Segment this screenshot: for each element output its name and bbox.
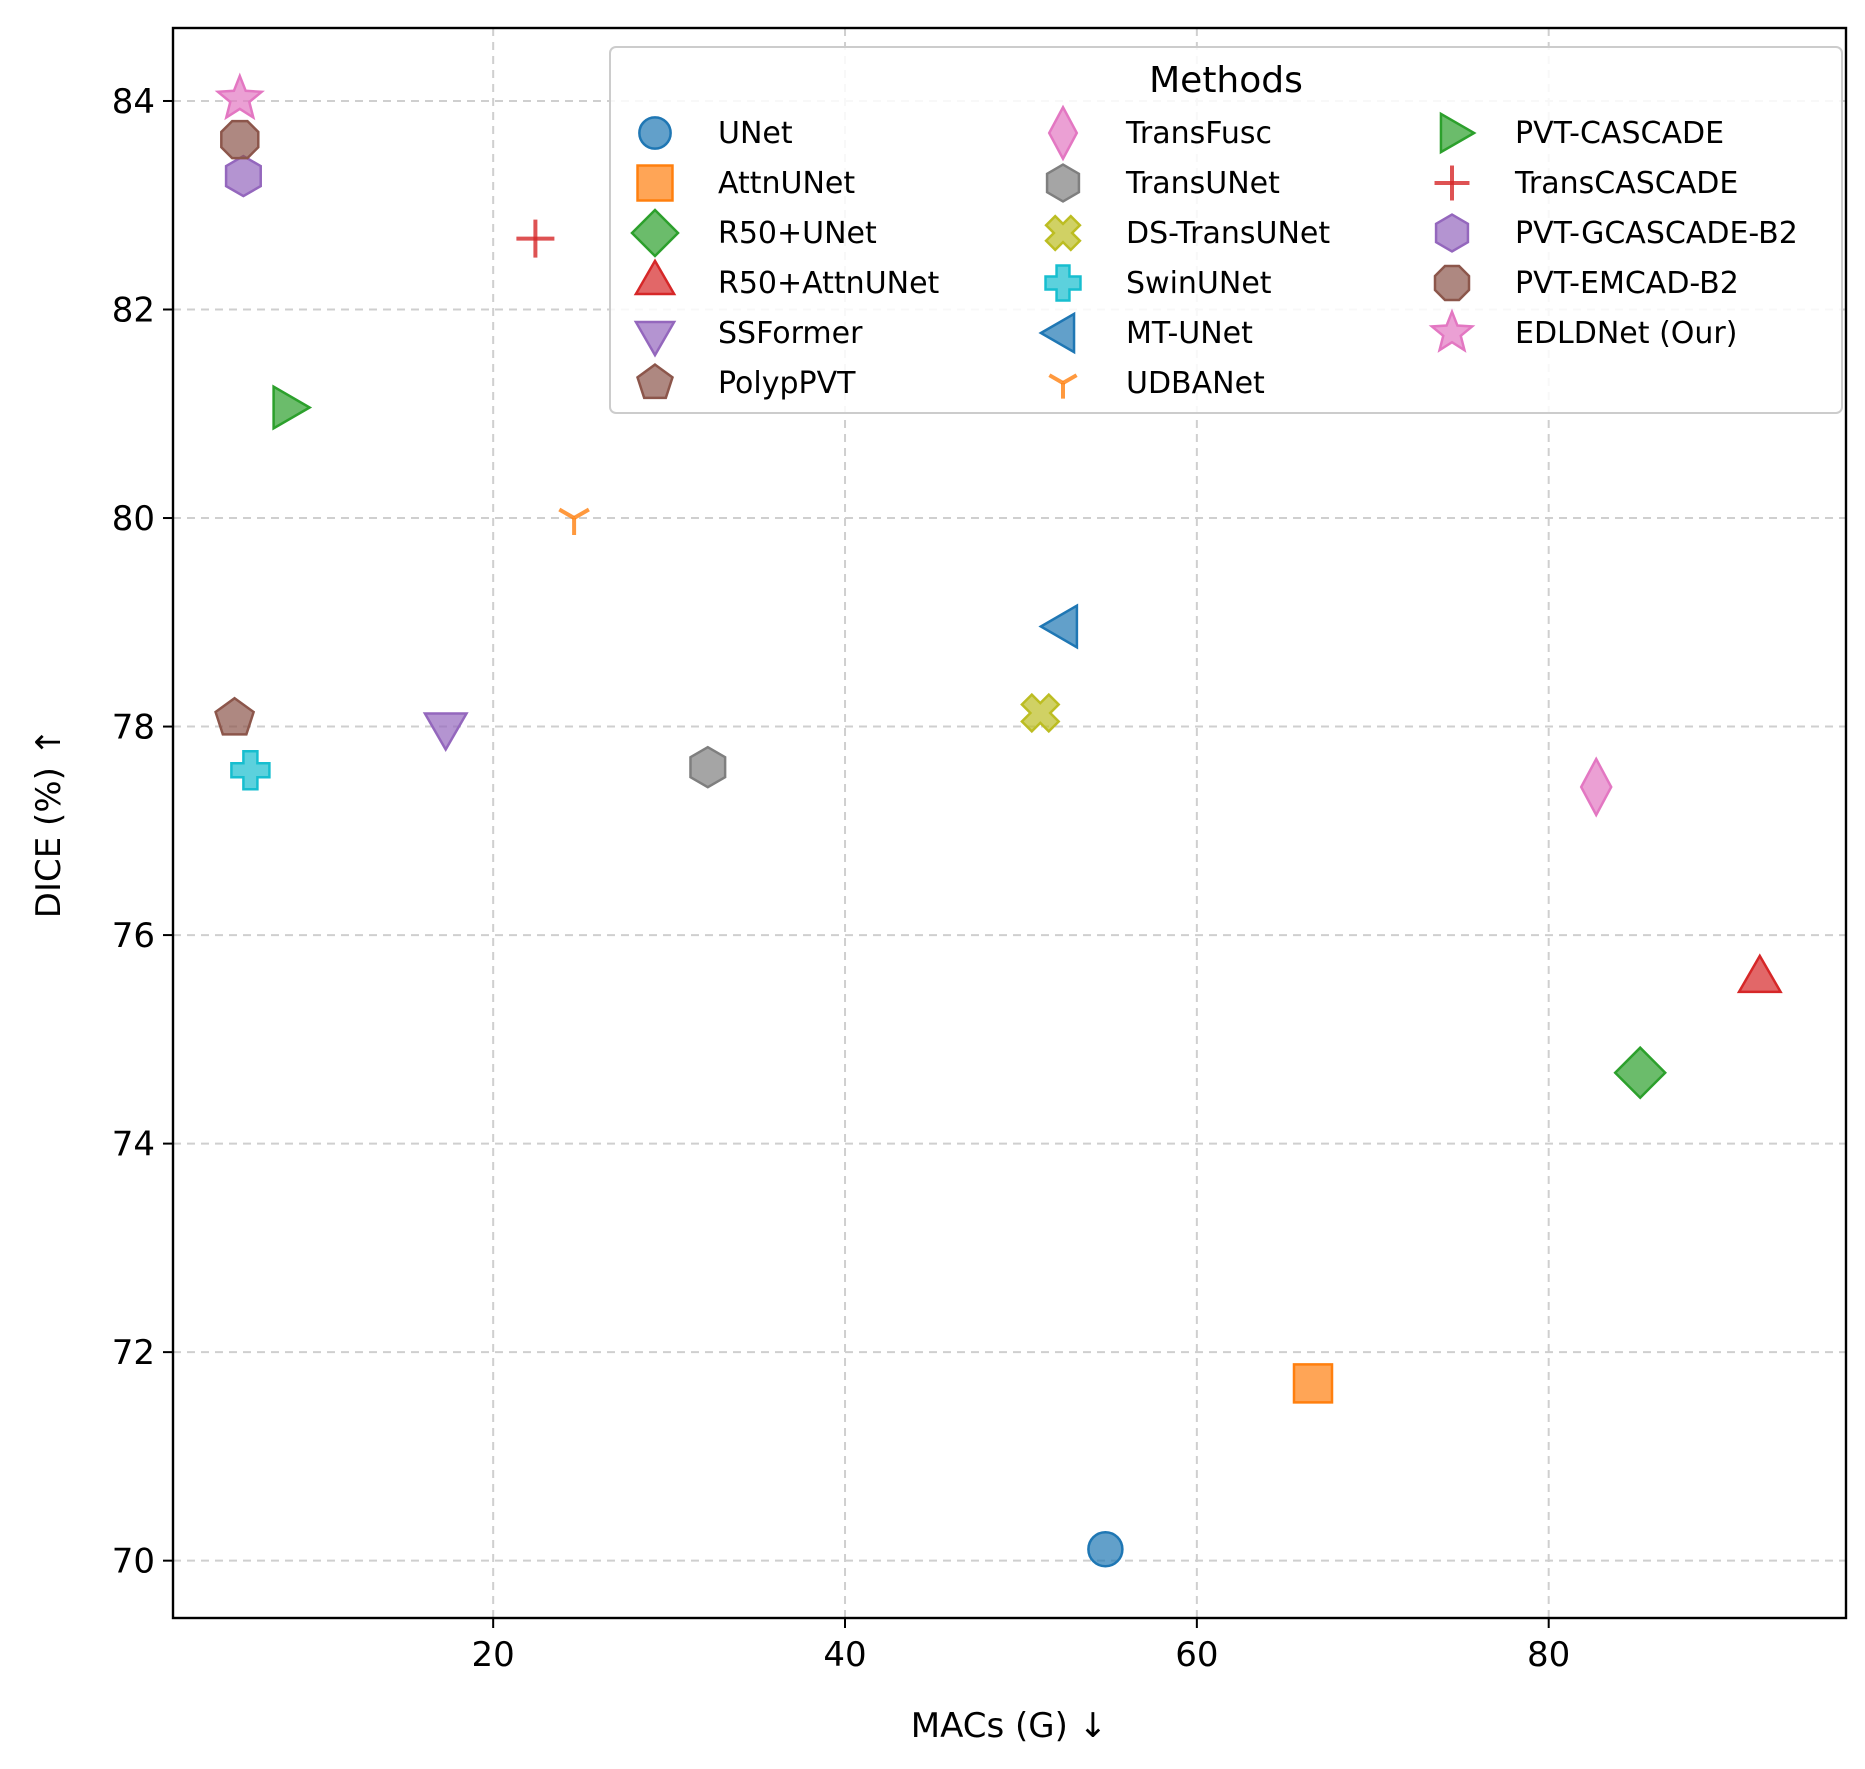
legend-label-transunet: TransUNet: [1125, 166, 1280, 201]
legend: Methods UNet AttnUNet R50+UNet R50+AttnUNet…: [609, 46, 1843, 414]
legend-marker-attnunet: [636, 164, 674, 202]
point-r50-unet: [1613, 1045, 1667, 1100]
y-tick-label: 84: [112, 82, 155, 122]
x-axis-label: MACs (G) ↓: [911, 1706, 1107, 1746]
legend-label-r50-unet: R50+UNet: [718, 216, 877, 251]
legend-label-ssformer: SSFormer: [718, 316, 863, 351]
y-tick-label: 72: [112, 1333, 155, 1373]
legend-marker-ssformer: [633, 320, 677, 358]
point-transfusc: [1579, 756, 1613, 818]
y-tick-label: 80: [112, 499, 155, 539]
point-udbanet: [558, 507, 590, 535]
x-tick-label: 80: [1527, 1635, 1570, 1675]
legend-label-transfusc: TransFusc: [1125, 116, 1272, 151]
legend-label-polyppvt: PolypPVT: [718, 366, 856, 401]
x-axis-ticks: 20 40 60 80: [472, 1618, 1570, 1675]
point-pvt-emcad-b2: [220, 119, 260, 160]
legend-marker-transfusc: [1047, 104, 1079, 162]
point-edldnet-our: [214, 72, 265, 121]
legend-marker-r50-unet: [630, 208, 680, 258]
point-polyppvt: [214, 696, 256, 736]
y-axis-ticks: 70 72 74 76 78 80 82 84: [112, 82, 173, 1582]
legend-marker-pvt-cascade: [1439, 111, 1477, 155]
point-unet: [1087, 1530, 1124, 1568]
point-swinunet: [230, 750, 271, 791]
point-ds-transunet: [1020, 692, 1061, 734]
legend-label-pvt-gcascade-b2: PVT-GCASCADE-B2: [1515, 216, 1798, 251]
legend-marker-unet: [638, 116, 672, 150]
legend-label-transcascade: TransCASCADE: [1514, 166, 1738, 201]
legend-label-pvt-cascade: PVT-CASCADE: [1515, 116, 1724, 151]
legend-label-pvt-emcad-b2: PVT-EMCAD-B2: [1515, 266, 1739, 301]
x-tick-label: 60: [1175, 1635, 1218, 1675]
legend-marker-udbanet: [1048, 373, 1078, 399]
x-tick-label: 40: [823, 1635, 866, 1675]
legend-marker-pvt-emcad-b2: [1433, 264, 1471, 302]
legend-label-ds-transunet: DS-TransUNet: [1126, 216, 1330, 251]
y-tick-label: 70: [112, 1542, 155, 1582]
legend-box: [609, 46, 1843, 414]
legend-marker-r50-attnunet: [633, 258, 677, 296]
point-pvt-cascade: [272, 384, 313, 431]
legend-marker-swinunet: [1044, 264, 1082, 302]
point-mt-unet: [1038, 603, 1079, 650]
legend-marker-ds-transunet: [1044, 214, 1082, 252]
data-points: [214, 72, 1783, 1568]
y-tick-label: 74: [112, 1125, 155, 1165]
x-tick-label: 20: [472, 1635, 515, 1675]
legend-marker-edldnet-our: [1428, 308, 1476, 353]
point-attnunet: [1292, 1363, 1334, 1404]
legend-label-unet: UNet: [718, 116, 793, 151]
legend-label-mt-unet: MT-UNet: [1126, 316, 1253, 351]
legend-label-r50-attnunet: R50+AttnUNet: [718, 266, 940, 301]
y-tick-label: 76: [112, 916, 155, 956]
legend-label-edldnet-our: EDLDNet (Our): [1515, 316, 1737, 351]
point-pvt-gcascade-b2: [224, 154, 262, 198]
legend-label-udbanet: UDBANet: [1126, 366, 1265, 401]
y-axis-label: DICE (%) ↑: [29, 728, 69, 918]
legend-marker-mt-unet: [1038, 311, 1076, 355]
y-tick-label: 78: [112, 708, 155, 748]
legend-label-swinunet: SwinUNet: [1126, 266, 1272, 301]
point-ssformer: [422, 712, 469, 753]
legend-label-attnunet: AttnUNet: [718, 166, 855, 201]
legend-marker-transcascade: [1434, 165, 1470, 201]
y-tick-label: 82: [112, 291, 155, 331]
legend-title: Methods: [1149, 60, 1303, 101]
point-transcascade: [516, 219, 555, 258]
legend-items: UNet AttnUNet R50+UNet R50+AttnUNet SSFormer…: [630, 104, 1798, 401]
legend-marker-polyppvt: [636, 363, 674, 400]
point-transunet: [689, 745, 727, 789]
legend-marker-transunet: [1045, 163, 1081, 203]
plot-frame: [171, 26, 1848, 1620]
legend-marker-pvt-gcascade-b2: [1434, 213, 1470, 253]
point-r50-attnunet: [1736, 953, 1783, 994]
